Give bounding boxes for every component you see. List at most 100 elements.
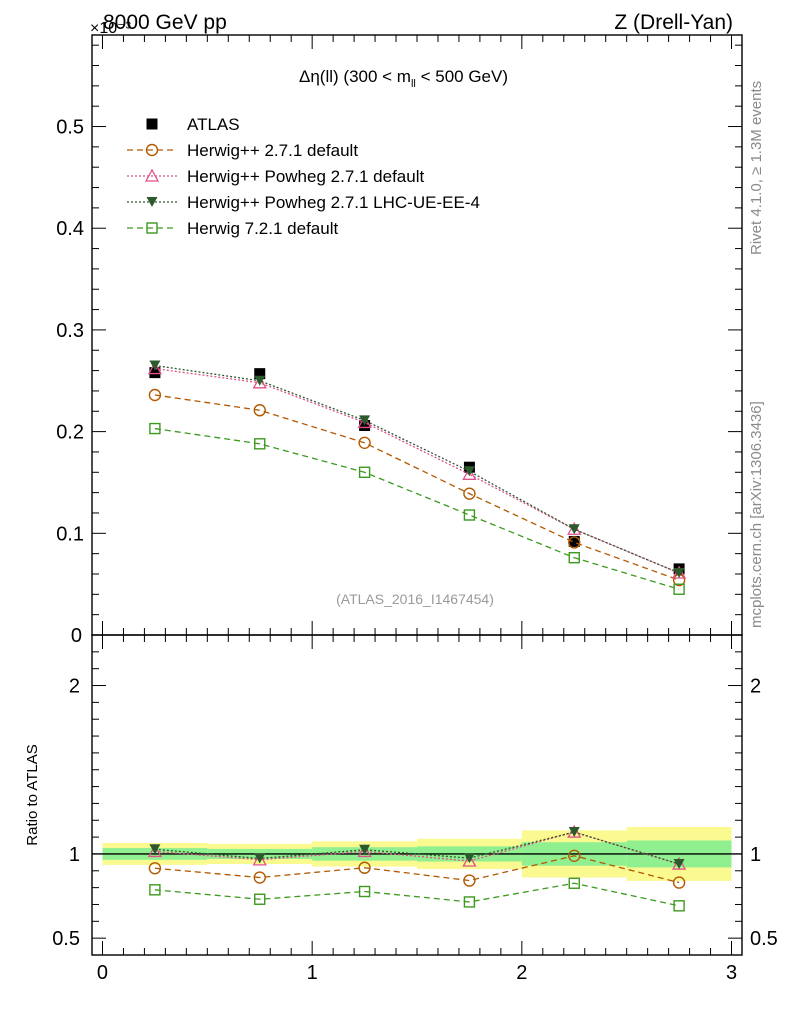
ratio-point-herwig7 [254, 893, 266, 905]
x-tick-label: 0 [97, 962, 108, 984]
legend-marker [144, 168, 160, 182]
legend-marker [146, 222, 158, 234]
ratio-point-powheg [147, 844, 162, 858]
ratio-point-herwig_pp [253, 871, 266, 884]
y-tick-label: 0.5 [56, 117, 84, 139]
x-tick-label: 2 [516, 962, 527, 984]
legend-label: Herwig 7.2.1 default [187, 219, 338, 238]
ratio-point-powheg_ue [673, 859, 685, 870]
rivet-version-text: Rivet 4.1.0, ≥ 1.3M events [748, 81, 765, 255]
legend-label: Herwig++ Powheg 2.7.1 default [187, 167, 424, 186]
ratio-series-herwig_pp [148, 849, 686, 889]
ratio-axis-ticks: 0.5 0.5 1 1 2 2 0 1 2 3 [52, 635, 778, 984]
legend-marker [146, 118, 158, 130]
header-energy: 8000 GeV pp [103, 11, 227, 34]
ratio-point-powheg_ue [149, 844, 161, 855]
plot-title-subscript: ll [411, 78, 416, 90]
data-point-powheg [147, 361, 162, 375]
ratio-line-herwig7 [154, 882, 680, 907]
series-line-herwig7 [154, 427, 680, 590]
y-tick-label: 0.2 [56, 422, 84, 444]
ratio-point-herwig_pp [672, 876, 686, 889]
ratio-series-herwig7 [149, 877, 685, 912]
series-line-powheg_ue [154, 364, 680, 574]
data-point-powheg_ue [149, 360, 161, 371]
ratio-panel-frame [91, 634, 743, 956]
series-herwig7 [149, 422, 685, 595]
ratio-y-tick-label-right: 1 [750, 844, 761, 866]
ratio-point-powheg [462, 853, 477, 867]
legend-item-data: ATLAS [146, 115, 240, 134]
y-tick-label: 0.1 [56, 523, 84, 545]
header-process: Z (Drell-Yan) [614, 11, 733, 34]
legend: ATLAS Herwig++ 2.7.1 default Herwig++ Powh… [127, 115, 480, 238]
data-point-herwig7 [358, 466, 371, 478]
data-point-data [149, 367, 161, 379]
legend-marker [145, 143, 159, 157]
ratio-point-herwig7 [463, 896, 476, 908]
ratio-line-powheg_ue [154, 831, 680, 865]
data-point-herwig_pp [358, 436, 371, 449]
y-tick-label: 0.3 [56, 320, 84, 342]
ratio-series-group [147, 824, 687, 912]
data-point-data [359, 420, 371, 432]
x-tick-label: 3 [726, 962, 737, 984]
ratio-point-powheg_ue [568, 827, 580, 838]
series-line-powheg [154, 367, 680, 574]
series-powheg [147, 361, 687, 579]
data-point-herwig7 [673, 583, 685, 595]
legend-marker [146, 197, 158, 207]
legend-label: ATLAS [187, 115, 240, 134]
ratio-point-herwig_pp [358, 861, 371, 874]
data-point-herwig7 [149, 422, 161, 435]
ratio-y-tick-label-right: 0.5 [750, 928, 778, 950]
legend-item-powheg: Herwig++ Powheg 2.7.1 default [127, 167, 424, 186]
legend-item-herwig_pp: Herwig++ 2.7.1 default [127, 141, 358, 160]
data-point-powheg_ue [673, 567, 685, 578]
data-point-herwig7 [463, 509, 476, 521]
ratio-series-powheg_ue [149, 827, 685, 870]
data-point-herwig_pp [568, 536, 581, 549]
series-herwig_pp [148, 388, 686, 587]
x-tick-label: 1 [307, 962, 318, 984]
data-point-herwig_pp [463, 487, 476, 500]
main-series-group [147, 360, 687, 595]
ratio-line-herwig_pp [154, 855, 680, 884]
data-point-data [568, 535, 580, 547]
ratio-y-tick-label-right: 2 [750, 676, 761, 698]
plot-title-end: < 500 GeV) [416, 67, 508, 86]
data-point-powheg_ue [359, 415, 371, 426]
data-point-herwig7 [254, 438, 266, 450]
data-point-herwig7 [568, 552, 580, 564]
data-point-data [254, 368, 266, 380]
data-point-powheg_ue [568, 524, 580, 535]
ratio-point-herwig_pp [148, 862, 162, 875]
ratio-point-herwig7 [673, 900, 685, 912]
series-powheg_ue [149, 360, 685, 578]
ratio-y-tick-label: 1 [69, 844, 80, 866]
ratio-y-tick-label: 2 [69, 676, 80, 698]
ratio-point-herwig7 [149, 884, 161, 896]
ratio-point-herwig7 [358, 885, 371, 898]
mcplots-reference-text: mcplots.cern.ch [arXiv:1306.3436] [748, 401, 765, 628]
y-exponent-label: ×10⁻³ [90, 20, 132, 37]
plot-title-main: Δη(ll) (300 < m [299, 67, 411, 86]
ratio-y-tick-label: 0.5 [52, 928, 80, 950]
ratio-point-herwig_pp [568, 849, 581, 862]
data-point-powheg_ue [254, 375, 266, 386]
legend-label: Herwig++ Powheg 2.7.1 LHC-UE-EE-4 [187, 193, 480, 212]
ratio-point-powheg_ue [463, 853, 475, 864]
legend-item-herwig7: Herwig 7.2.1 default [127, 219, 338, 238]
ratio-point-powheg [357, 844, 372, 858]
series-data [149, 367, 685, 575]
data-point-herwig_pp [148, 388, 162, 402]
ratio-point-herwig_pp [463, 874, 476, 887]
ratio-point-herwig7 [568, 877, 580, 889]
data-point-herwig_pp [253, 404, 266, 417]
analysis-watermark: (ATLAS_2016_I1467454) [336, 591, 494, 607]
y-tick-label-zero: 0 [71, 625, 82, 647]
y-tick-label: 0.4 [56, 218, 84, 240]
legend-item-powheg_ue: Herwig++ Powheg 2.7.1 LHC-UE-EE-4 [127, 193, 480, 212]
ratio-y-axis-label: Ratio to ATLAS [24, 744, 41, 845]
